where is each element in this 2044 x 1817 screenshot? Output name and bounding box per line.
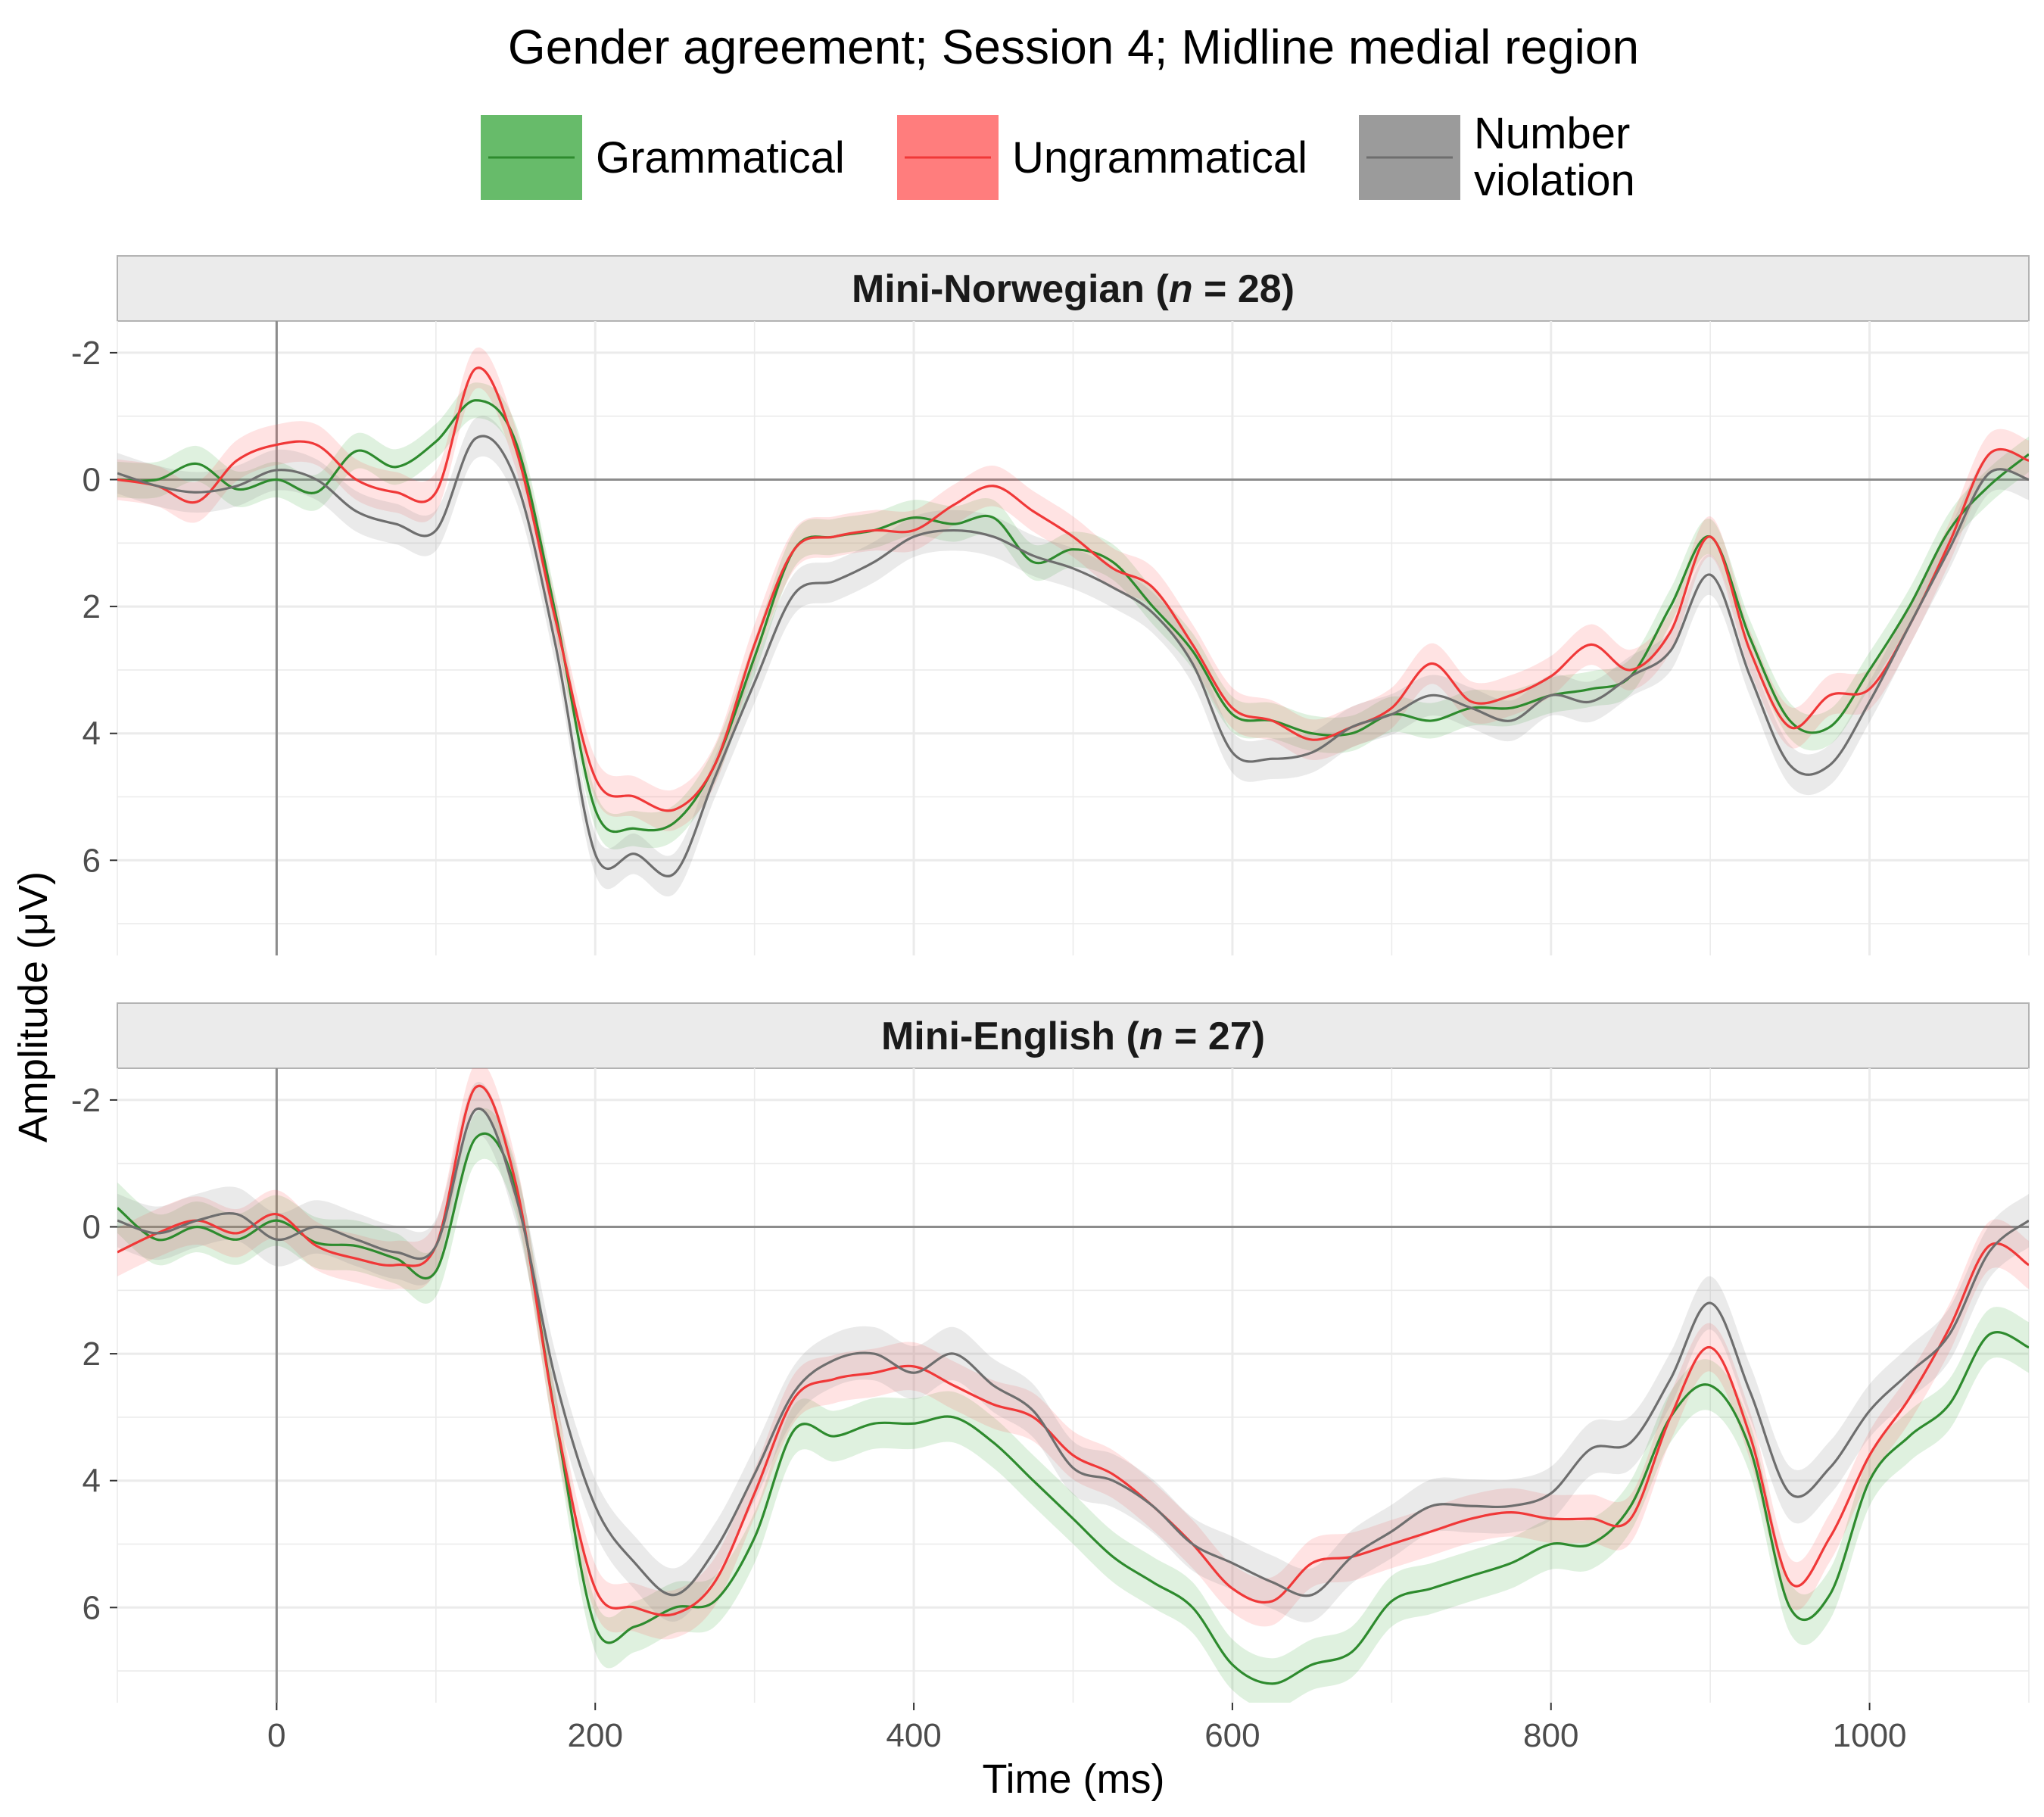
x-tick-label: 200 [568, 1717, 623, 1754]
legend-item-1: Ungrammatical [897, 115, 1307, 200]
line-ungrammatical [117, 1084, 2029, 1617]
ribbon-number-violation [117, 1082, 2029, 1622]
y-tick-label: 0 [83, 462, 101, 499]
panel-1: Mini-English (n = 27) -2 0 2 4 6 [71, 1002, 2030, 1703]
panel-series-1 [117, 1068, 2029, 1703]
y-tick-label: 6 [83, 842, 101, 879]
ribbon-number-violation [117, 416, 2029, 897]
y-tick-label: 2 [83, 1335, 101, 1373]
x-tick-label: 1000 [1833, 1717, 1907, 1754]
y-tick-label: 4 [83, 715, 101, 753]
panel-label-1: Mini-English (n = 27) [881, 1014, 1265, 1058]
legend-item-0: Grammatical [481, 115, 845, 200]
y-axis-title: Amplitude (μV) [11, 871, 56, 1142]
line-number-violation [117, 435, 2029, 877]
y-tick-label: -2 [71, 335, 101, 372]
legend-label-1: Ungrammatical [1012, 133, 1307, 182]
legend-label-0: Grammatical [596, 133, 845, 182]
ribbon-ungrammatical [117, 1068, 2029, 1640]
ribbon-grammatical [117, 1108, 2029, 1703]
panel-label-0: Mini-Norwegian (n = 28) [852, 267, 1295, 311]
x-tick-label: 600 [1204, 1717, 1260, 1754]
legend-label-2-line-0: Number [1474, 109, 1630, 158]
y-tick-label: 4 [83, 1463, 101, 1500]
panel-strip-1 [117, 1002, 2030, 1069]
x-axis: 0 200 400 600 800 1000 [267, 1703, 1907, 1754]
y-tick-label: 2 [83, 588, 101, 625]
line-number-violation [117, 1107, 2029, 1597]
y-tick-label: 0 [83, 1209, 101, 1246]
y-tick-label: -2 [71, 1082, 101, 1119]
x-tick-label: 800 [1523, 1717, 1578, 1754]
x-axis-title: Time (ms) [983, 1756, 1165, 1802]
legend-label-2-line-1: violation [1474, 156, 1635, 205]
x-tick-label: 0 [267, 1717, 285, 1754]
panel-series-0 [117, 347, 2029, 897]
panel-strip-0 [117, 255, 2030, 322]
panels: Mini-Norwegian (n = 28)-20246Mini-Englis… [71, 255, 2030, 1703]
panel-0: Mini-Norwegian (n = 28) -2 0 2 4 6 [71, 255, 2030, 955]
line-grammatical [117, 1132, 2029, 1685]
x-tick-label: 400 [886, 1717, 941, 1754]
line-ungrammatical [117, 366, 2029, 812]
y-tick-label: 6 [83, 1589, 101, 1626]
chart-title: Gender agreement; Session 4; Midline med… [508, 20, 1639, 74]
